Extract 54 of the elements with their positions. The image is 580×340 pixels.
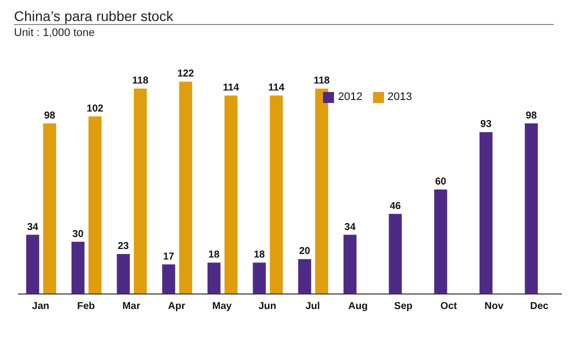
data-label: 118	[132, 76, 149, 87]
x-tick-label: Feb	[77, 301, 95, 312]
bar	[43, 123, 56, 294]
data-label: 30	[72, 228, 84, 240]
bar	[26, 234, 40, 294]
data-label: 17	[163, 251, 175, 262]
data-label: 34	[27, 222, 39, 233]
data-label: 60	[435, 176, 447, 188]
bar	[162, 264, 176, 294]
x-tick-label: Aug	[348, 301, 368, 312]
bar	[179, 82, 192, 294]
x-tick-label: Dec	[530, 301, 549, 312]
bar	[270, 96, 283, 294]
bar	[134, 88, 147, 294]
data-label: 114	[268, 82, 285, 94]
data-label: 98	[44, 110, 56, 122]
legend-label: 2012	[338, 91, 363, 103]
bar	[524, 123, 538, 294]
bar	[315, 88, 328, 294]
x-tick-label: Jul	[305, 301, 320, 312]
x-tick-label: May	[212, 301, 232, 312]
data-label: 23	[118, 240, 130, 252]
x-tick-label: Mar	[122, 301, 140, 312]
data-label: 20	[299, 246, 311, 258]
bar	[71, 242, 84, 294]
bar	[207, 262, 220, 294]
data-label: 102	[86, 103, 104, 114]
x-tick-label: Oct	[440, 301, 458, 312]
bar	[388, 214, 402, 294]
x-tick-label: Nov	[484, 301, 504, 312]
data-label: 98	[526, 110, 538, 122]
bar	[479, 132, 492, 294]
bar	[343, 234, 356, 294]
data-label: 18	[208, 250, 220, 261]
data-label: 18	[254, 250, 266, 261]
data-label: 34	[344, 222, 356, 233]
bar	[88, 116, 102, 294]
data-label: 46	[390, 200, 402, 212]
data-label: 118	[314, 76, 330, 87]
bar	[116, 254, 130, 294]
x-tick-label: Sep	[394, 301, 413, 312]
bar	[252, 262, 266, 294]
chart-title: China’s para rubber stock	[14, 8, 174, 24]
bar	[224, 96, 238, 294]
data-label: 93	[480, 119, 492, 130]
x-tick-label: Apr	[168, 301, 186, 312]
chart-subtitle: Unit : 1,000 tone	[14, 24, 554, 39]
bar	[434, 190, 448, 294]
x-tick-label: Jan	[32, 301, 50, 312]
data-label: 122	[177, 68, 194, 80]
bar	[298, 259, 312, 294]
legend-label: 2013	[388, 91, 412, 103]
x-tick-label: Jun	[258, 301, 276, 312]
data-label: 114	[222, 82, 240, 94]
